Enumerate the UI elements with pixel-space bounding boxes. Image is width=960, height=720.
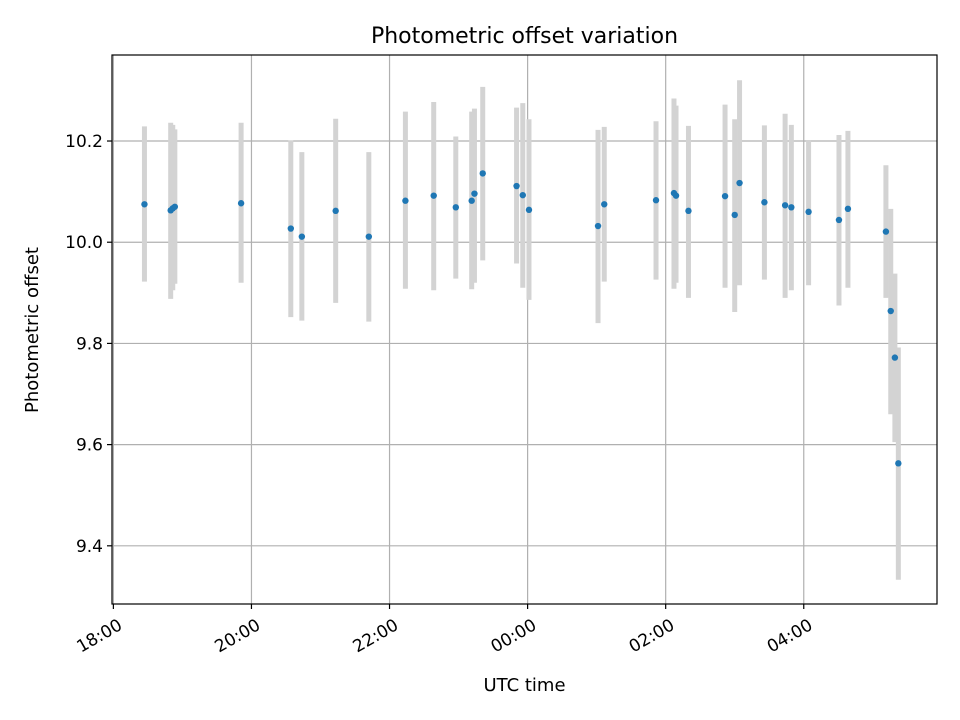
- grid-lines: [112, 55, 937, 604]
- y-tick-label: 9.6: [76, 436, 103, 456]
- y-tick-label: 10.2: [65, 132, 103, 152]
- data-point: [513, 182, 520, 190]
- data-point: [781, 202, 789, 209]
- data-point: [887, 307, 894, 315]
- chart-title: Photometric offset variation: [371, 24, 678, 49]
- data-point: [594, 222, 602, 230]
- data-points: [141, 170, 902, 467]
- data-point: [652, 197, 660, 204]
- data-point: [141, 201, 148, 208]
- data-point: [685, 207, 692, 215]
- data-point: [479, 170, 486, 177]
- data-point: [287, 225, 295, 232]
- data-point: [332, 207, 339, 215]
- data-point: [895, 460, 902, 467]
- data-point: [525, 206, 533, 214]
- y-tick-label: 10.0: [65, 233, 103, 253]
- data-point: [844, 205, 852, 213]
- data-point: [805, 208, 812, 216]
- data-point: [672, 192, 680, 199]
- y-tick-label: 9.4: [76, 537, 103, 557]
- x-axis-label: UTC time: [483, 675, 565, 696]
- data-point: [519, 191, 526, 199]
- data-point: [891, 354, 899, 361]
- data-point: [736, 179, 743, 187]
- data-point: [601, 201, 608, 208]
- data-point: [788, 204, 795, 211]
- y-axis-ticks: 9.4 9.6 9.8 10.0 10.2: [65, 132, 112, 557]
- data-point: [365, 233, 373, 240]
- y-tick-label: 9.8: [76, 334, 103, 354]
- data-point: [731, 211, 738, 219]
- data-point: [430, 192, 437, 199]
- data-point: [882, 228, 890, 235]
- data-point: [835, 216, 843, 224]
- data-point: [468, 197, 475, 204]
- data-point: [402, 197, 409, 204]
- data-point: [761, 199, 768, 206]
- data-point: [237, 200, 245, 207]
- data-point: [452, 204, 460, 211]
- y-axis-label: Photometric offset: [22, 247, 43, 413]
- data-point: [298, 233, 306, 240]
- plot-frame: [111, 54, 938, 605]
- data-point: [171, 203, 179, 210]
- data-point: [471, 190, 478, 197]
- data-point: [721, 192, 729, 200]
